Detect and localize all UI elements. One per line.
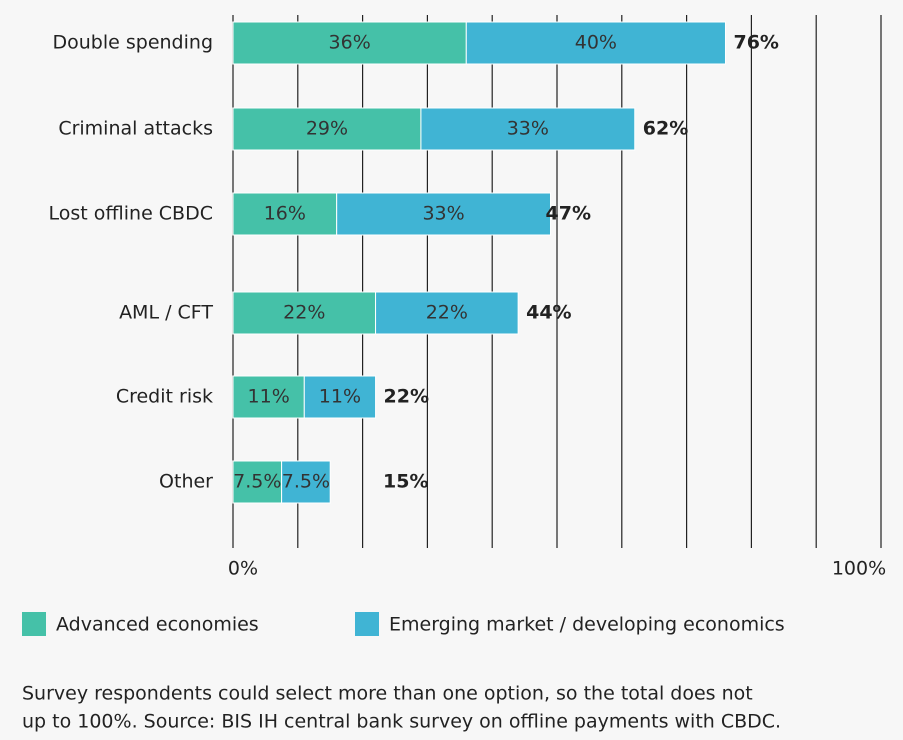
- y-tick-label: Other: [159, 471, 213, 493]
- value-label: 7.5%: [282, 471, 330, 493]
- total-label: 62%: [643, 118, 688, 140]
- legend-swatch: [22, 612, 46, 636]
- bar-segment: [420, 107, 636, 151]
- value-label: 40%: [575, 32, 617, 54]
- x-tick-label: 100%: [832, 558, 886, 580]
- total-label: 15%: [383, 471, 428, 493]
- value-label: 33%: [422, 203, 464, 225]
- x-tick-label: 0%: [228, 558, 258, 580]
- bar-segment: [465, 21, 726, 65]
- value-label: 11%: [319, 386, 361, 408]
- value-label: 36%: [329, 32, 371, 54]
- y-tick-label: Lost offline CBDC: [48, 203, 213, 225]
- value-label: 16%: [264, 203, 306, 225]
- value-label: 22%: [426, 302, 468, 324]
- bar-segment: [375, 291, 519, 335]
- y-tick-label: Criminal attacks: [58, 118, 213, 140]
- total-label: 22%: [384, 386, 429, 408]
- y-tick-label: Credit risk: [116, 386, 213, 408]
- bar-segment: [303, 375, 377, 419]
- legend-label: Emerging market / developing economics: [389, 614, 785, 636]
- footnote: up to 100%. Source: BIS IH central bank …: [22, 711, 781, 733]
- y-tick-label: AML / CFT: [119, 302, 213, 324]
- y-tick-label: Double spending: [53, 32, 214, 54]
- legend-label: Advanced economies: [56, 614, 259, 636]
- total-label: 47%: [546, 203, 591, 225]
- bar-segment: [232, 107, 422, 151]
- bar-segment: [232, 291, 377, 335]
- value-label: 11%: [248, 386, 290, 408]
- bar-segment: [232, 460, 283, 504]
- value-label: 29%: [306, 118, 348, 140]
- footnote: Survey respondents could select more tha…: [22, 683, 753, 705]
- legend-swatch: [355, 612, 379, 636]
- bar-segment: [281, 460, 331, 504]
- value-label: 33%: [507, 118, 549, 140]
- total-label: 44%: [526, 302, 571, 324]
- value-label: 22%: [283, 302, 325, 324]
- value-label: 7.5%: [233, 471, 281, 493]
- bar-segment: [336, 192, 552, 236]
- total-label: 76%: [733, 32, 778, 54]
